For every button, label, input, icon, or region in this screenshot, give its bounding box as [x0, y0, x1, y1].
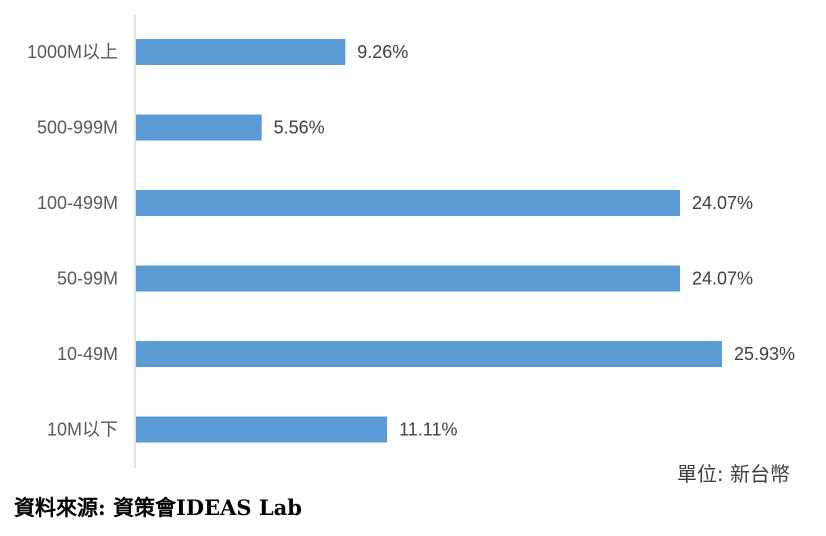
- bars-group: [136, 39, 723, 443]
- bar-1: [136, 114, 262, 141]
- value-label-4: 25.93%: [734, 344, 795, 364]
- bar-3: [136, 265, 680, 292]
- category-label-1: 500-999M: [37, 118, 118, 138]
- category-labels-group: 1000M以上 500-999M 100-499M 50-99M 10-49M 10M以下: [27, 42, 118, 440]
- value-label-5: 11.11%: [399, 420, 457, 440]
- unit-note: 單位: 新台幣: [676, 462, 790, 486]
- category-label-3: 50-99M: [57, 269, 118, 289]
- value-label-0: 9.26%: [357, 42, 408, 62]
- category-label-2: 100-499M: [37, 193, 118, 213]
- source-note: 資料來源: 資策會IDEAS Lab: [14, 495, 302, 520]
- value-label-1: 5.56%: [274, 118, 325, 138]
- category-label-5: 10M以下: [47, 420, 118, 440]
- bar-0: [136, 39, 346, 65]
- bar-4: [136, 341, 723, 367]
- bar-2: [136, 190, 680, 216]
- category-label-0: 1000M以上: [27, 42, 118, 62]
- bar-5: [136, 416, 388, 443]
- category-label-4: 10-49M: [57, 344, 118, 364]
- value-label-3: 24.07%: [692, 269, 753, 289]
- value-label-2: 24.07%: [692, 193, 753, 213]
- value-labels-group: 9.26% 5.56% 24.07% 24.07% 25.93% 11.11%: [274, 42, 795, 440]
